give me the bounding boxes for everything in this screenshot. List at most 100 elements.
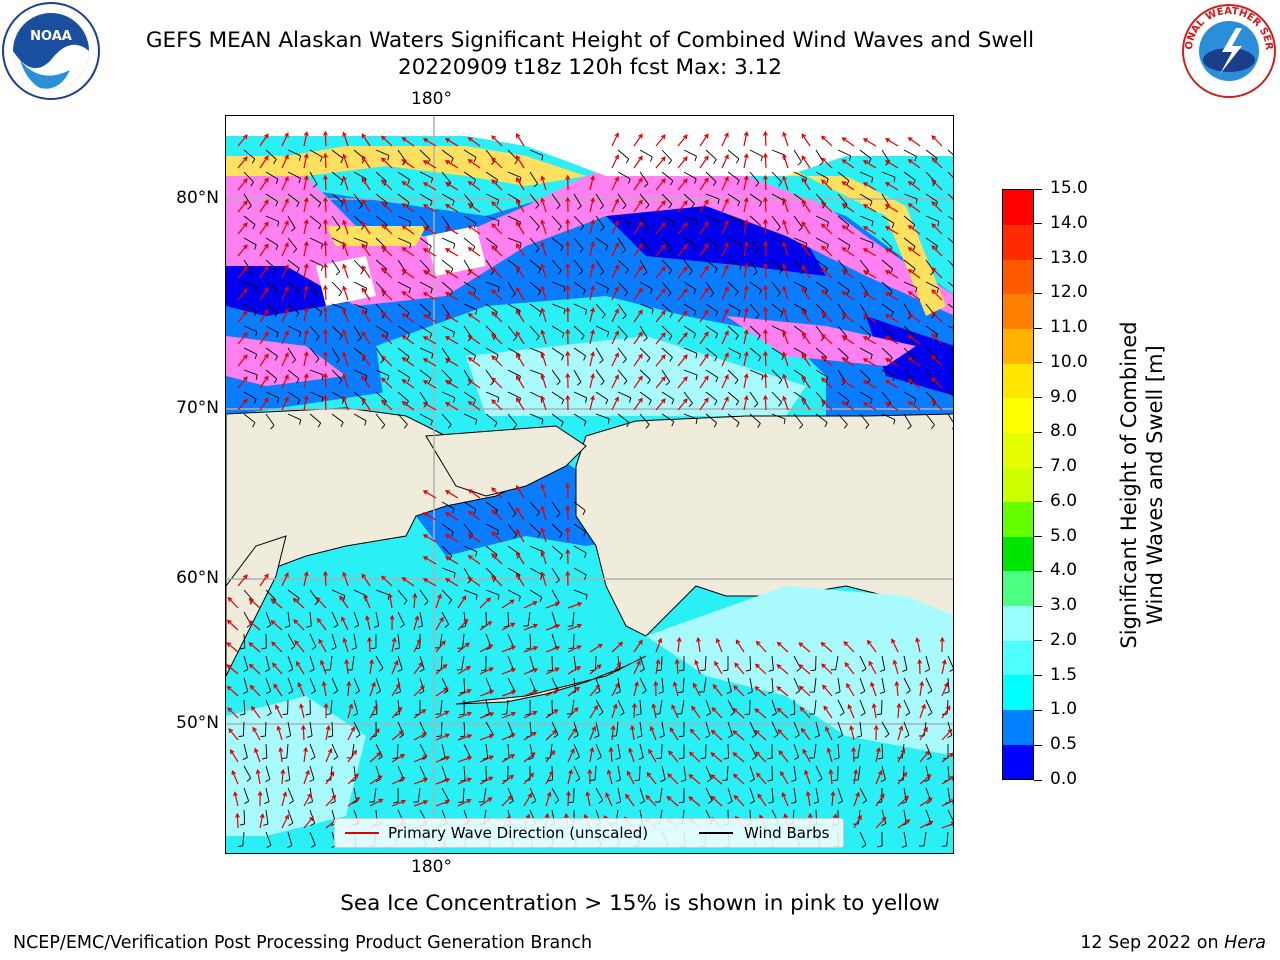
wave-direction-arrow <box>226 664 239 675</box>
wave-arrow-head <box>393 659 399 666</box>
wave-arrow-head <box>242 200 248 206</box>
wind-barb <box>397 347 410 357</box>
wind-barb <box>463 347 476 357</box>
wave-arrow-head <box>884 204 891 209</box>
wave-arrow-head <box>361 287 367 293</box>
wind-barb-flag <box>846 180 850 186</box>
wave-arrow-head <box>467 181 473 186</box>
wave-direction-arrow <box>361 353 371 367</box>
wind-barb-flag <box>861 844 867 848</box>
wind-barb <box>265 611 272 626</box>
wave-arrow-head <box>226 664 232 669</box>
wave-direction-arrow <box>908 357 921 367</box>
wind-barb-flag <box>473 355 477 361</box>
wave-direction-arrow <box>316 597 327 609</box>
wave-arrow-head <box>781 791 787 798</box>
colorbar-tick-mark <box>1034 466 1042 468</box>
wind-barb <box>507 303 521 312</box>
wind-barb <box>551 303 566 310</box>
wave-direction-arrow <box>479 797 492 807</box>
wave-direction-arrow <box>821 355 833 367</box>
wind-barb <box>375 193 388 203</box>
wave-direction-arrow <box>931 333 943 345</box>
wind-barb-flag <box>714 400 718 406</box>
wind-barb <box>793 699 796 715</box>
wind-barb <box>287 721 292 736</box>
wind-barb <box>287 149 301 157</box>
wave-direction-arrow <box>491 553 503 565</box>
wave-arrow-head <box>242 178 248 184</box>
wave-direction-arrow <box>699 178 709 191</box>
wind-barb-flag <box>907 425 912 430</box>
wave-direction-arrow <box>677 288 688 301</box>
wave-direction-arrow <box>230 749 239 763</box>
wave-arrow-head <box>801 221 807 227</box>
wave-arrow-head <box>660 222 666 228</box>
wind-barb <box>859 677 866 692</box>
wave-direction-arrow <box>743 176 748 191</box>
wind-barb <box>419 171 433 179</box>
wave-direction-arrow <box>303 220 308 235</box>
wave-direction-arrow <box>842 313 855 323</box>
wave-arrow-head <box>660 178 666 184</box>
wind-barb-flag <box>275 179 279 185</box>
wave-arrow-head <box>743 351 749 357</box>
wave-arrow-head <box>422 490 428 495</box>
wave-arrow-head <box>323 570 328 576</box>
wave-arrow-head <box>532 623 539 629</box>
wave-direction-arrow <box>227 707 239 719</box>
wind-barb-flag <box>419 668 425 673</box>
wave-direction-arrow <box>347 773 359 785</box>
wind-barb-flag <box>651 309 654 315</box>
wave-arrow-head <box>515 177 521 183</box>
wave-direction-arrow <box>468 313 481 323</box>
wind-barb <box>243 391 257 400</box>
wave-direction-arrow <box>423 534 437 543</box>
wave-arrow-head <box>614 154 619 160</box>
wind-barb <box>617 325 628 337</box>
wave-arrow-head <box>618 641 624 647</box>
wind-barb <box>661 259 673 271</box>
wind-barb-flag <box>798 226 803 232</box>
wave-arrow-head <box>862 380 868 385</box>
wave-arrow-head <box>871 702 877 709</box>
wave-direction-arrow <box>891 639 899 653</box>
wind-barb-flag <box>525 713 531 716</box>
wave-direction-arrow <box>369 798 383 807</box>
wave-direction-arrow <box>885 226 899 235</box>
wave-direction-arrow <box>655 244 666 257</box>
wave-arrow-head <box>444 358 451 363</box>
wave-direction-arrow <box>457 689 471 697</box>
wind-barb <box>947 237 953 244</box>
wave-arrow-head <box>361 265 367 271</box>
wind-barb-flag <box>671 399 675 405</box>
wave-arrow-head <box>855 791 860 797</box>
wave-arrow-head <box>249 684 255 690</box>
wave-arrow-head <box>660 266 666 272</box>
wind-barb-flag <box>912 180 916 186</box>
wave-arrow-head <box>540 307 546 313</box>
wind-barb <box>639 655 645 670</box>
wind-barb <box>551 501 561 514</box>
wave-arrow-head <box>743 175 749 181</box>
wind-barb <box>903 413 912 427</box>
wind-barb-flag <box>417 625 423 628</box>
wind-barb <box>617 237 626 251</box>
wave-arrow-head <box>342 637 348 643</box>
wave-direction-arrow <box>721 353 729 367</box>
wave-arrow-head <box>401 401 407 406</box>
wind-barb <box>441 369 452 381</box>
wave-direction-arrow <box>281 353 289 367</box>
wave-direction-arrow <box>919 750 930 763</box>
colorbar-segment <box>1003 259 1033 295</box>
wind-barb <box>947 303 953 309</box>
wave-direction-arrow <box>303 308 308 323</box>
wave-arrow-head <box>532 601 538 606</box>
wave-direction-arrow <box>710 774 723 785</box>
wave-arrow-head <box>510 711 517 717</box>
wave-direction-arrow <box>782 374 789 389</box>
wind-barb <box>287 281 300 292</box>
wind-barb-flag <box>813 801 819 804</box>
colorbar-segment <box>1003 640 1033 676</box>
wind-barb-flag <box>789 713 795 716</box>
